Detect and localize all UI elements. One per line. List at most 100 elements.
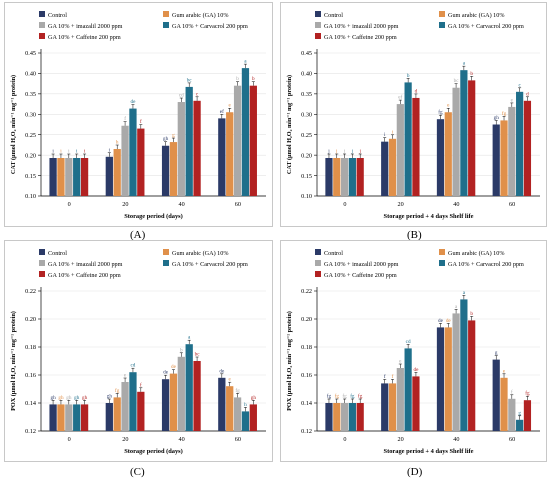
significance-letter: c [196, 91, 199, 97]
y-tick-label: 0.40 [301, 71, 312, 78]
significance-letter: bc [187, 77, 193, 83]
significance-letter: gh [82, 395, 88, 401]
y-tick-label: 0.12 [301, 428, 312, 435]
legend-swatch [39, 249, 45, 255]
x-tick-label: 60 [235, 201, 241, 208]
significance-letter: g [172, 133, 175, 139]
legend-swatch [315, 271, 321, 277]
legend-swatch [315, 260, 321, 266]
x-tick-label: 20 [122, 436, 128, 443]
significance-letter: h [244, 402, 247, 408]
y-tick-label: 0.35 [301, 91, 312, 98]
legend-swatch [39, 260, 45, 266]
bar [241, 68, 250, 196]
significance-letter: d [415, 88, 418, 94]
y-axis-label: POX (µmol H₂O₂ min⁻¹ mg⁻¹ protein) [10, 311, 17, 411]
bar [137, 391, 145, 431]
bar [105, 156, 113, 196]
chart-panel-c: Control Gum arabic (GA) 10% GA 10% + imaza… [4, 240, 273, 462]
bar [468, 320, 476, 431]
significance-letter: de [171, 364, 177, 370]
significance-letter: f [392, 373, 394, 380]
bar [80, 404, 89, 431]
x-axis-label: Storage period (days) [124, 448, 183, 455]
bar [121, 125, 129, 196]
bar [356, 158, 364, 196]
significance-letter: a [244, 59, 247, 65]
legend-label: GA 10% + imazalil 2000 ppm [324, 261, 399, 268]
y-tick-label: 0.30 [25, 111, 36, 118]
significance-letter: fg [335, 393, 340, 400]
significance-letter: f [384, 373, 386, 380]
legend-label: Control [324, 250, 343, 257]
significance-letter: fg [525, 390, 530, 397]
bar [193, 361, 201, 431]
significance-letter: cd [179, 93, 184, 99]
significance-letter: j [327, 149, 329, 155]
bar [137, 128, 145, 196]
bar [444, 327, 452, 431]
significance-letter: e [511, 97, 514, 103]
bar [333, 403, 341, 431]
chart-panel-b: Control Gum arabic (GA) 10% GA 10% + imaza… [280, 2, 547, 227]
bar [325, 158, 333, 196]
legend-swatch [439, 260, 445, 266]
x-tick-label: 40 [179, 201, 185, 208]
legend-swatch [163, 22, 169, 28]
significance-letter: gh [494, 115, 500, 121]
significance-letter: b [236, 76, 239, 82]
significance-letter: g [495, 350, 498, 356]
bar [412, 97, 420, 196]
significance-letter: f [511, 388, 513, 395]
y-axis-label: POX (µmol H₂O₂ min⁻¹ mg⁻¹ protein) [286, 311, 293, 411]
significance-letter: gh [74, 395, 80, 401]
y-tick-label: 0.12 [25, 428, 36, 435]
y-tick-label: 0.20 [25, 316, 36, 323]
panel-label-b: (B) [407, 229, 422, 241]
chart-panel-d: Control Gum arabic (GA) 10% GA 10% + imaza… [280, 240, 547, 462]
bar [523, 100, 532, 196]
significance-letter: a [455, 304, 458, 310]
y-tick-label: 0.25 [301, 132, 312, 139]
bar [500, 120, 508, 196]
significance-letter: b [470, 71, 473, 77]
legend-label: GA 10% + imazalil 2000 ppm [48, 23, 123, 30]
bar [113, 397, 121, 431]
significance-letter: i [68, 149, 70, 155]
y-tick-label: 0.10 [301, 193, 312, 200]
bar [113, 149, 121, 196]
bar [452, 313, 460, 431]
significance-letter: de [163, 370, 169, 376]
panel-label-a: (A) [130, 229, 146, 241]
y-tick-label: 0.25 [25, 132, 36, 139]
bar [185, 86, 193, 196]
y-tick-label: 0.20 [301, 152, 312, 159]
significance-letter: de [130, 99, 136, 105]
x-tick-label: 60 [509, 201, 515, 208]
bar [381, 383, 389, 431]
legend-label: GA 10% + Caffeine 200 ppm [48, 34, 121, 41]
legend-label: Control [48, 12, 67, 19]
significance-letter: fg [502, 110, 507, 117]
legend-swatch [163, 249, 169, 255]
significance-letter: e [399, 359, 402, 365]
significance-letter: de [446, 318, 452, 324]
legend-swatch [39, 271, 45, 277]
bar [161, 379, 170, 431]
bar [348, 403, 356, 431]
y-tick-label: 0.35 [25, 91, 36, 98]
legend-swatch [439, 22, 445, 28]
legend-swatch [439, 249, 445, 255]
y-tick-label: 0.45 [301, 50, 312, 57]
legend-swatch [315, 249, 321, 255]
y-tick-label: 0.22 [301, 288, 312, 295]
bar [233, 397, 242, 431]
significance-letter: fg [350, 393, 355, 400]
significance-letter: de [438, 318, 444, 324]
bar [121, 382, 129, 431]
bar [508, 106, 516, 196]
x-tick-label: 0 [68, 436, 71, 443]
significance-letter: gh [58, 395, 64, 401]
significance-letter: e [503, 368, 506, 374]
y-tick-label: 0.45 [25, 50, 36, 57]
